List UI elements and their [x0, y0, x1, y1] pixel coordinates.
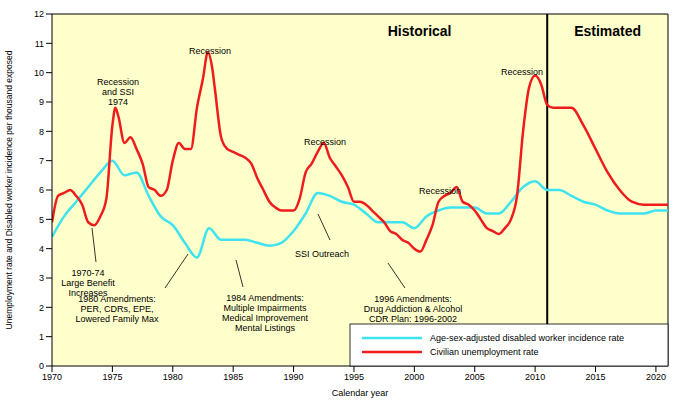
svg-text:7: 7 — [39, 156, 44, 166]
svg-text:Unemployment rate and Disabled: Unemployment rate and Disabled worker in… — [8, 50, 14, 329]
svg-text:1995: 1995 — [344, 372, 364, 382]
svg-text:3: 3 — [39, 273, 44, 283]
svg-text:Multiple Impairments: Multiple Impairments — [223, 303, 307, 313]
svg-text:1985: 1985 — [223, 372, 243, 382]
svg-text:2020: 2020 — [646, 372, 666, 382]
svg-text:Mental Listings: Mental Listings — [235, 323, 296, 333]
svg-text:Historical: Historical — [388, 23, 452, 39]
svg-text:Medical Improvement: Medical Improvement — [222, 313, 309, 323]
svg-text:9: 9 — [39, 97, 44, 107]
svg-text:1980: 1980 — [163, 372, 183, 382]
svg-text:1974: 1974 — [108, 97, 128, 107]
svg-text:Increases: Increases — [68, 288, 108, 298]
svg-text:CDR Plan: 1996-2002: CDR Plan: 1996-2002 — [369, 314, 457, 324]
svg-text:2005: 2005 — [465, 372, 485, 382]
svg-text:2010: 2010 — [525, 372, 545, 382]
svg-text:11: 11 — [35, 39, 44, 49]
svg-text:Calendar year: Calendar year — [332, 388, 389, 398]
svg-text:1970-74: 1970-74 — [71, 268, 104, 278]
svg-text:1990: 1990 — [284, 372, 304, 382]
svg-text:Recession: Recession — [501, 67, 543, 77]
svg-text:Civilian unemployment rate: Civilian unemployment rate — [430, 347, 539, 357]
svg-text:12: 12 — [34, 9, 44, 19]
svg-text:Estimated: Estimated — [574, 23, 641, 39]
svg-text:1975: 1975 — [102, 372, 122, 382]
svg-text:Recession: Recession — [189, 46, 231, 56]
svg-text:Recession: Recession — [304, 137, 346, 147]
svg-text:2: 2 — [39, 303, 44, 313]
svg-text:0: 0 — [39, 361, 44, 371]
svg-text:Recession: Recession — [97, 77, 139, 87]
svg-text:5: 5 — [39, 215, 44, 225]
svg-text:Lowered Family Max: Lowered Family Max — [75, 314, 159, 324]
svg-text:1: 1 — [39, 332, 44, 342]
svg-text:PER, CDRs, EPE,: PER, CDRs, EPE, — [80, 304, 153, 314]
svg-text:8: 8 — [39, 127, 44, 137]
svg-text:2000: 2000 — [404, 372, 424, 382]
svg-text:10: 10 — [34, 68, 44, 78]
svg-text:Recession: Recession — [419, 186, 461, 196]
svg-text:and SSI: and SSI — [102, 87, 134, 97]
svg-text:4: 4 — [39, 244, 44, 254]
svg-text:Large Benefit: Large Benefit — [61, 278, 115, 288]
svg-text:1996 Amendments:: 1996 Amendments: — [374, 294, 452, 304]
svg-text:SSI Outreach: SSI Outreach — [295, 249, 349, 259]
svg-text:2015: 2015 — [586, 372, 606, 382]
svg-text:Drug Addiction & Alcohol: Drug Addiction & Alcohol — [364, 304, 463, 314]
svg-text:Age-sex-adjusted disabled work: Age-sex-adjusted disabled worker inciden… — [430, 333, 624, 343]
svg-text:1970: 1970 — [42, 372, 62, 382]
svg-text:1984 Amendments:: 1984 Amendments: — [226, 293, 304, 303]
svg-text:6: 6 — [39, 185, 44, 195]
svg-text:1980 Amendments:: 1980 Amendments: — [78, 294, 156, 304]
